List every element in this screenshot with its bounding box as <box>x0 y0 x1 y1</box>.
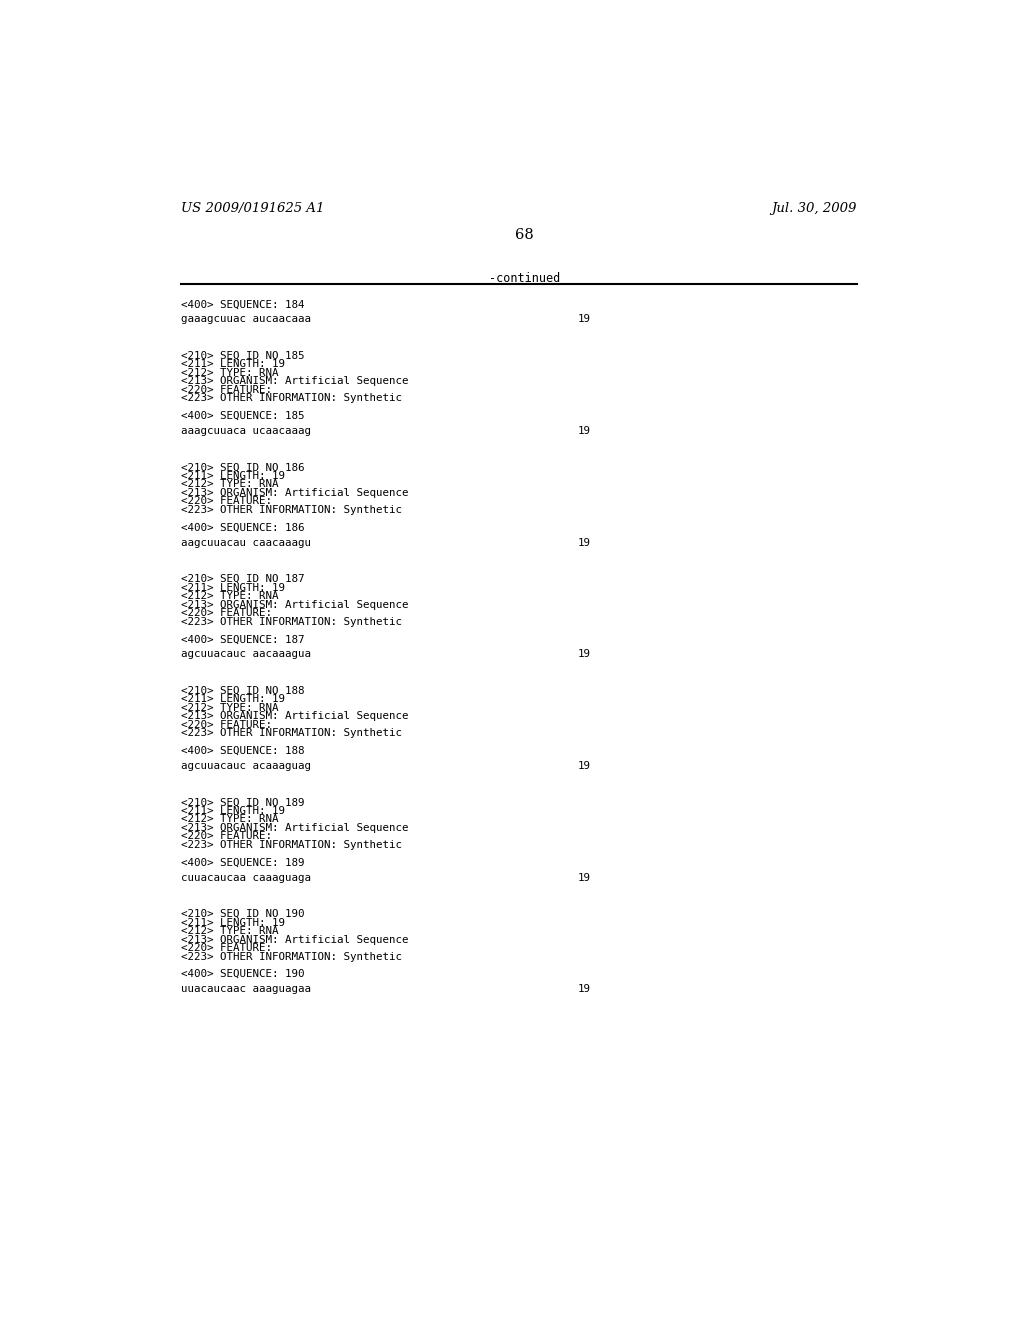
Text: <220> FEATURE:: <220> FEATURE: <box>180 385 271 395</box>
Text: <210> SEQ ID NO 188: <210> SEQ ID NO 188 <box>180 686 304 696</box>
Text: <223> OTHER INFORMATION: Synthetic: <223> OTHER INFORMATION: Synthetic <box>180 729 401 738</box>
Text: agcuuacauc aacaaagua: agcuuacauc aacaaagua <box>180 649 310 659</box>
Text: <211> LENGTH: 19: <211> LENGTH: 19 <box>180 917 285 928</box>
Text: <211> LENGTH: 19: <211> LENGTH: 19 <box>180 582 285 593</box>
Text: <210> SEQ ID NO 185: <210> SEQ ID NO 185 <box>180 351 304 360</box>
Text: <212> TYPE: RNA: <212> TYPE: RNA <box>180 927 279 936</box>
Text: <213> ORGANISM: Artificial Sequence: <213> ORGANISM: Artificial Sequence <box>180 376 409 387</box>
Text: <212> TYPE: RNA: <212> TYPE: RNA <box>180 702 279 713</box>
Text: <213> ORGANISM: Artificial Sequence: <213> ORGANISM: Artificial Sequence <box>180 822 409 833</box>
Text: <220> FEATURE:: <220> FEATURE: <box>180 496 271 507</box>
Text: <211> LENGTH: 19: <211> LENGTH: 19 <box>180 807 285 816</box>
Text: <210> SEQ ID NO 187: <210> SEQ ID NO 187 <box>180 574 304 585</box>
Text: US 2009/0191625 A1: US 2009/0191625 A1 <box>180 202 324 215</box>
Text: agcuuacauc acaaaguag: agcuuacauc acaaaguag <box>180 760 310 771</box>
Text: <213> ORGANISM: Artificial Sequence: <213> ORGANISM: Artificial Sequence <box>180 711 409 721</box>
Text: 19: 19 <box>578 426 591 436</box>
Text: <211> LENGTH: 19: <211> LENGTH: 19 <box>180 471 285 480</box>
Text: <400> SEQUENCE: 187: <400> SEQUENCE: 187 <box>180 635 304 644</box>
Text: <220> FEATURE:: <220> FEATURE: <box>180 719 271 730</box>
Text: <213> ORGANISM: Artificial Sequence: <213> ORGANISM: Artificial Sequence <box>180 599 409 610</box>
Text: <210> SEQ ID NO 186: <210> SEQ ID NO 186 <box>180 462 304 473</box>
Text: <223> OTHER INFORMATION: Synthetic: <223> OTHER INFORMATION: Synthetic <box>180 506 401 515</box>
Text: <400> SEQUENCE: 190: <400> SEQUENCE: 190 <box>180 969 304 979</box>
Text: 19: 19 <box>578 760 591 771</box>
Text: <212> TYPE: RNA: <212> TYPE: RNA <box>180 479 279 490</box>
Text: <400> SEQUENCE: 185: <400> SEQUENCE: 185 <box>180 411 304 421</box>
Text: <210> SEQ ID NO 189: <210> SEQ ID NO 189 <box>180 797 304 808</box>
Text: -continued: -continued <box>489 272 560 285</box>
Text: <223> OTHER INFORMATION: Synthetic: <223> OTHER INFORMATION: Synthetic <box>180 393 401 403</box>
Text: gaaagcuuac aucaacaaa: gaaagcuuac aucaacaaa <box>180 314 310 325</box>
Text: <223> OTHER INFORMATION: Synthetic: <223> OTHER INFORMATION: Synthetic <box>180 616 401 627</box>
Text: <220> FEATURE:: <220> FEATURE: <box>180 609 271 618</box>
Text: uuacaucaac aaaguagaa: uuacaucaac aaaguagaa <box>180 985 310 994</box>
Text: 19: 19 <box>578 985 591 994</box>
Text: 68: 68 <box>515 227 535 242</box>
Text: <400> SEQUENCE: 186: <400> SEQUENCE: 186 <box>180 523 304 532</box>
Text: <213> ORGANISM: Artificial Sequence: <213> ORGANISM: Artificial Sequence <box>180 935 409 945</box>
Text: <400> SEQUENCE: 188: <400> SEQUENCE: 188 <box>180 746 304 756</box>
Text: 19: 19 <box>578 873 591 883</box>
Text: 19: 19 <box>578 649 591 659</box>
Text: <400> SEQUENCE: 184: <400> SEQUENCE: 184 <box>180 300 304 309</box>
Text: <210> SEQ ID NO 190: <210> SEQ ID NO 190 <box>180 909 304 919</box>
Text: <212> TYPE: RNA: <212> TYPE: RNA <box>180 368 279 378</box>
Text: <223> OTHER INFORMATION: Synthetic: <223> OTHER INFORMATION: Synthetic <box>180 952 401 961</box>
Text: <400> SEQUENCE: 189: <400> SEQUENCE: 189 <box>180 858 304 867</box>
Text: <220> FEATURE:: <220> FEATURE: <box>180 942 271 953</box>
Text: Jul. 30, 2009: Jul. 30, 2009 <box>771 202 856 215</box>
Text: <211> LENGTH: 19: <211> LENGTH: 19 <box>180 694 285 705</box>
Text: 19: 19 <box>578 537 591 548</box>
Text: <212> TYPE: RNA: <212> TYPE: RNA <box>180 591 279 601</box>
Text: <220> FEATURE:: <220> FEATURE: <box>180 832 271 841</box>
Text: cuuacaucaa caaaguaga: cuuacaucaa caaaguaga <box>180 873 310 883</box>
Text: <211> LENGTH: 19: <211> LENGTH: 19 <box>180 359 285 370</box>
Text: 19: 19 <box>578 314 591 325</box>
Text: aagcuuacau caacaaagu: aagcuuacau caacaaagu <box>180 537 310 548</box>
Text: <213> ORGANISM: Artificial Sequence: <213> ORGANISM: Artificial Sequence <box>180 488 409 498</box>
Text: <223> OTHER INFORMATION: Synthetic: <223> OTHER INFORMATION: Synthetic <box>180 840 401 850</box>
Text: aaagcuuaca ucaacaaag: aaagcuuaca ucaacaaag <box>180 426 310 436</box>
Text: <212> TYPE: RNA: <212> TYPE: RNA <box>180 814 279 825</box>
